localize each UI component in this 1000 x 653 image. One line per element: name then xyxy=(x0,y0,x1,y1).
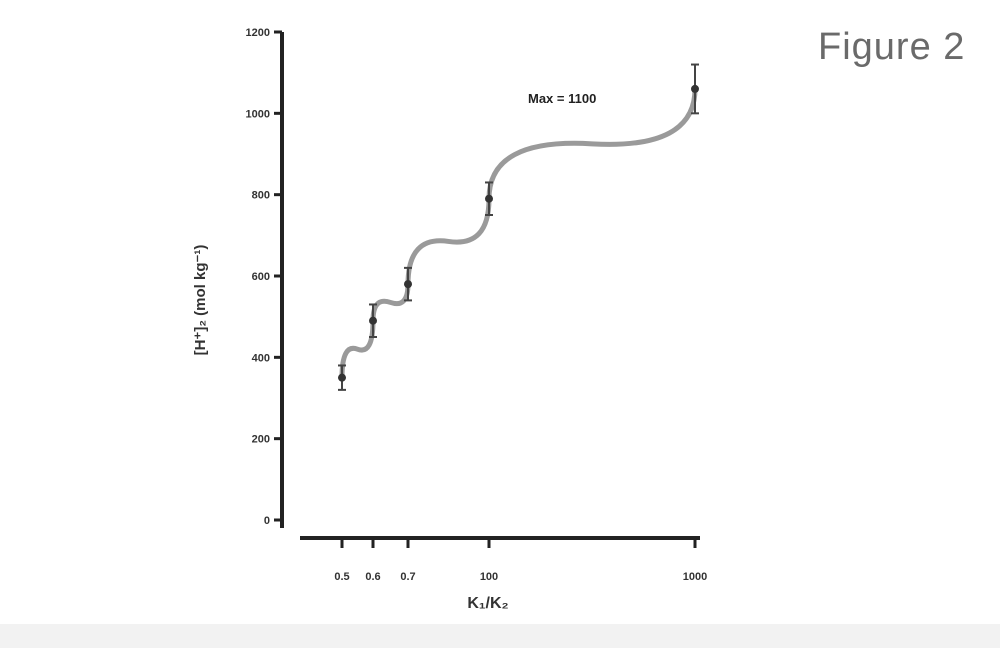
y-ticks: 0 200 400 600 800 1000 1200 xyxy=(246,27,282,527)
data-point xyxy=(369,316,377,325)
data-point xyxy=(485,194,493,203)
x-tick-label: 0.5 xyxy=(334,571,349,583)
y-tick-label: 200 xyxy=(252,434,270,446)
x-tick-label: 0.7 xyxy=(400,571,415,583)
x-tick-label: 0.6 xyxy=(365,571,380,583)
y-axis-label: [H⁺]₂ (mol kg⁻¹) xyxy=(192,245,209,356)
footer-band xyxy=(0,624,1000,648)
x-ticks: 0.5 0.6 0.7 100 1000 xyxy=(334,538,707,583)
max-annotation: Max = 1100 xyxy=(528,91,596,106)
x-tick-label: 100 xyxy=(480,571,498,583)
data-points xyxy=(338,63,699,391)
series-line xyxy=(339,86,698,381)
x-tick-label: 1000 xyxy=(683,571,707,583)
y-tick-label: 400 xyxy=(252,352,270,364)
y-tick-label: 1000 xyxy=(246,108,270,120)
y-tick-label: 600 xyxy=(252,271,270,283)
x-axis-label: K₁/K₂ xyxy=(467,595,508,612)
figure-label: Figure 2 xyxy=(818,26,966,68)
y-tick-label: 0 xyxy=(264,515,270,527)
y-tick-label: 800 xyxy=(252,190,270,202)
y-tick-label: 1200 xyxy=(246,27,270,39)
data-point xyxy=(338,373,346,382)
data-point xyxy=(404,280,412,289)
data-point xyxy=(691,84,699,93)
